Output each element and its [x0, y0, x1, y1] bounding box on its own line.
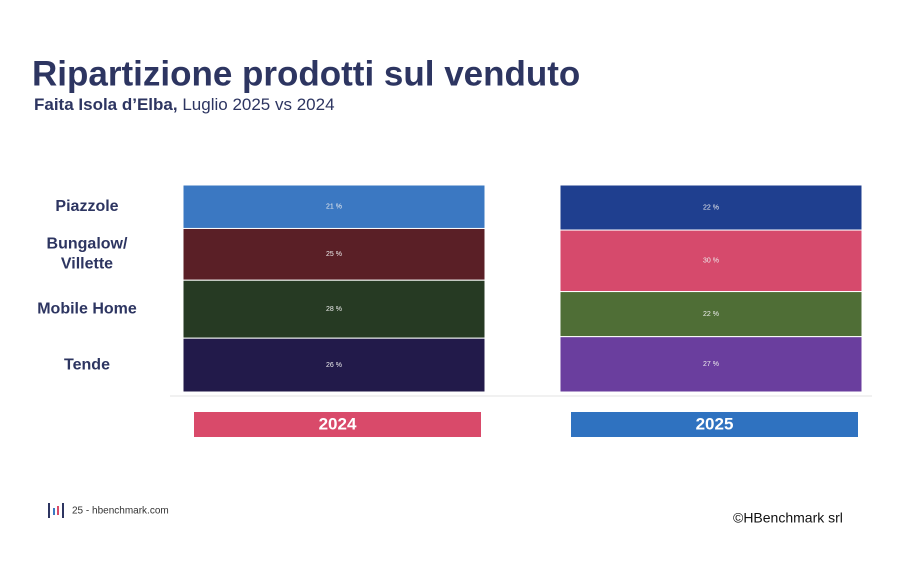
- footer-copyright: ©HBenchmark srl: [733, 510, 843, 526]
- bar-segment: [559, 336, 863, 393]
- legend-label: Tende: [64, 356, 110, 373]
- value-label: 21 %: [326, 204, 342, 211]
- category-box: [194, 412, 481, 437]
- value-label: 28 %: [326, 306, 342, 313]
- category-box: [571, 412, 858, 437]
- bar-segment: [559, 291, 863, 338]
- legend-label: Mobile Home: [37, 300, 137, 317]
- value-label: 26 %: [326, 362, 342, 369]
- footer-source: 25 - hbenchmark.com: [72, 506, 169, 517]
- bar-segment: [182, 227, 486, 281]
- value-label: 27 %: [703, 361, 719, 368]
- bar-segment: [559, 184, 863, 231]
- category-label: 2024: [319, 414, 357, 433]
- value-label: 30 %: [703, 258, 719, 265]
- value-label: 25 %: [326, 251, 342, 258]
- bar-segment: [182, 337, 486, 393]
- legend-label: Bungalow/Villette: [47, 236, 128, 273]
- subtitle-location: Faita Isola d’Elba,: [34, 95, 178, 114]
- subtitle-period: Luglio 2025 vs 2024: [182, 95, 334, 114]
- bar-segment: [559, 229, 863, 293]
- value-label: 22 %: [703, 204, 719, 211]
- legend-label: Piazzole: [55, 198, 118, 215]
- subtitle: Faita Isola d’Elba, Luglio 2025 vs 2024: [34, 95, 335, 114]
- footer-logo: [48, 503, 64, 518]
- title: Ripartizione prodotti sul venduto: [32, 54, 580, 93]
- value-label: 22 %: [703, 311, 719, 318]
- category-label: 2025: [696, 414, 734, 433]
